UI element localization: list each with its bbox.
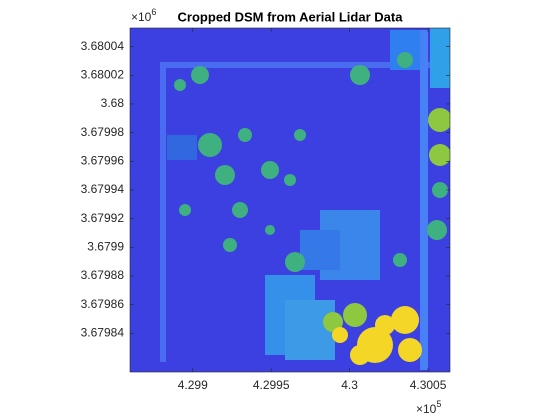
axes-box <box>129 27 451 373</box>
x-exponent: 5 <box>436 399 441 409</box>
x-multiplier: ×10 <box>416 402 437 416</box>
y-tick-label: 3.6799 <box>87 239 124 253</box>
y-tick-label: 3.67988 <box>81 268 125 282</box>
y-tick-label: 3.67992 <box>81 211 125 225</box>
x-tick-label: 4.299 <box>178 378 208 392</box>
y-tick-label: 3.67986 <box>81 297 125 311</box>
x-tick-label: 4.3 <box>341 378 358 392</box>
y-tick-label: 3.68004 <box>81 39 125 53</box>
y-tick-label: 3.67996 <box>81 153 125 167</box>
y-tick-label: 3.67998 <box>81 125 125 139</box>
x-tick-label: 4.2995 <box>253 378 290 392</box>
y-exponent-label: ×106 <box>131 7 156 24</box>
y-multiplier: ×10 <box>131 10 152 24</box>
y-tick-label: 3.68 <box>101 96 125 110</box>
y-tick-label: 3.68002 <box>81 67 125 81</box>
y-tick-label: 3.67984 <box>81 325 125 339</box>
x-exponent-label: ×105 <box>416 399 441 416</box>
x-tick-label: 4.3005 <box>410 378 447 392</box>
dsm-image <box>130 28 450 372</box>
y-exponent: 6 <box>151 7 156 17</box>
y-tick-label: 3.67994 <box>81 182 125 196</box>
chart-title: Cropped DSM from Aerial Lidar Data <box>178 9 404 24</box>
